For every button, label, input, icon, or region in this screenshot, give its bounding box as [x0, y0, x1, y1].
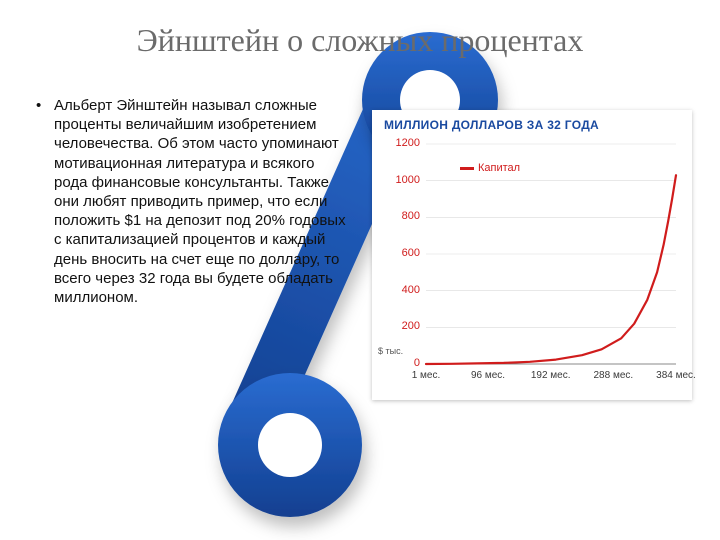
- y-axis-label: $ тыс.: [378, 346, 403, 356]
- x-tick-label: 384 мес.: [646, 370, 706, 381]
- chart-plot: [372, 110, 692, 400]
- x-tick-label: 1 мес.: [396, 370, 456, 381]
- x-tick-label: 96 мес.: [458, 370, 518, 381]
- y-tick-label: 0: [380, 357, 420, 369]
- slide: Эйнштейн о сложных процентах • Альберт Э…: [0, 0, 720, 540]
- bullet-marker: •: [36, 96, 54, 307]
- bullet-item: • Альберт Эйнштейн называл сложные проце…: [36, 96, 346, 307]
- slide-title: Эйнштейн о сложных процентах: [0, 22, 720, 59]
- bullet-text: Альберт Эйнштейн называл сложные процент…: [54, 96, 346, 307]
- y-tick-label: 400: [380, 284, 420, 296]
- y-tick-label: 1000: [380, 174, 420, 186]
- y-tick-label: 600: [380, 247, 420, 259]
- y-tick-label: 800: [380, 210, 420, 222]
- y-tick-label: 1200: [380, 137, 420, 149]
- y-tick-label: 200: [380, 320, 420, 332]
- x-tick-label: 192 мес.: [521, 370, 581, 381]
- chart-container: МИЛЛИОН ДОЛЛАРОВ ЗА 32 ГОДА Капитал $ ты…: [372, 110, 692, 400]
- x-tick-label: 288 мес.: [583, 370, 643, 381]
- body-text: • Альберт Эйнштейн называл сложные проце…: [36, 96, 346, 307]
